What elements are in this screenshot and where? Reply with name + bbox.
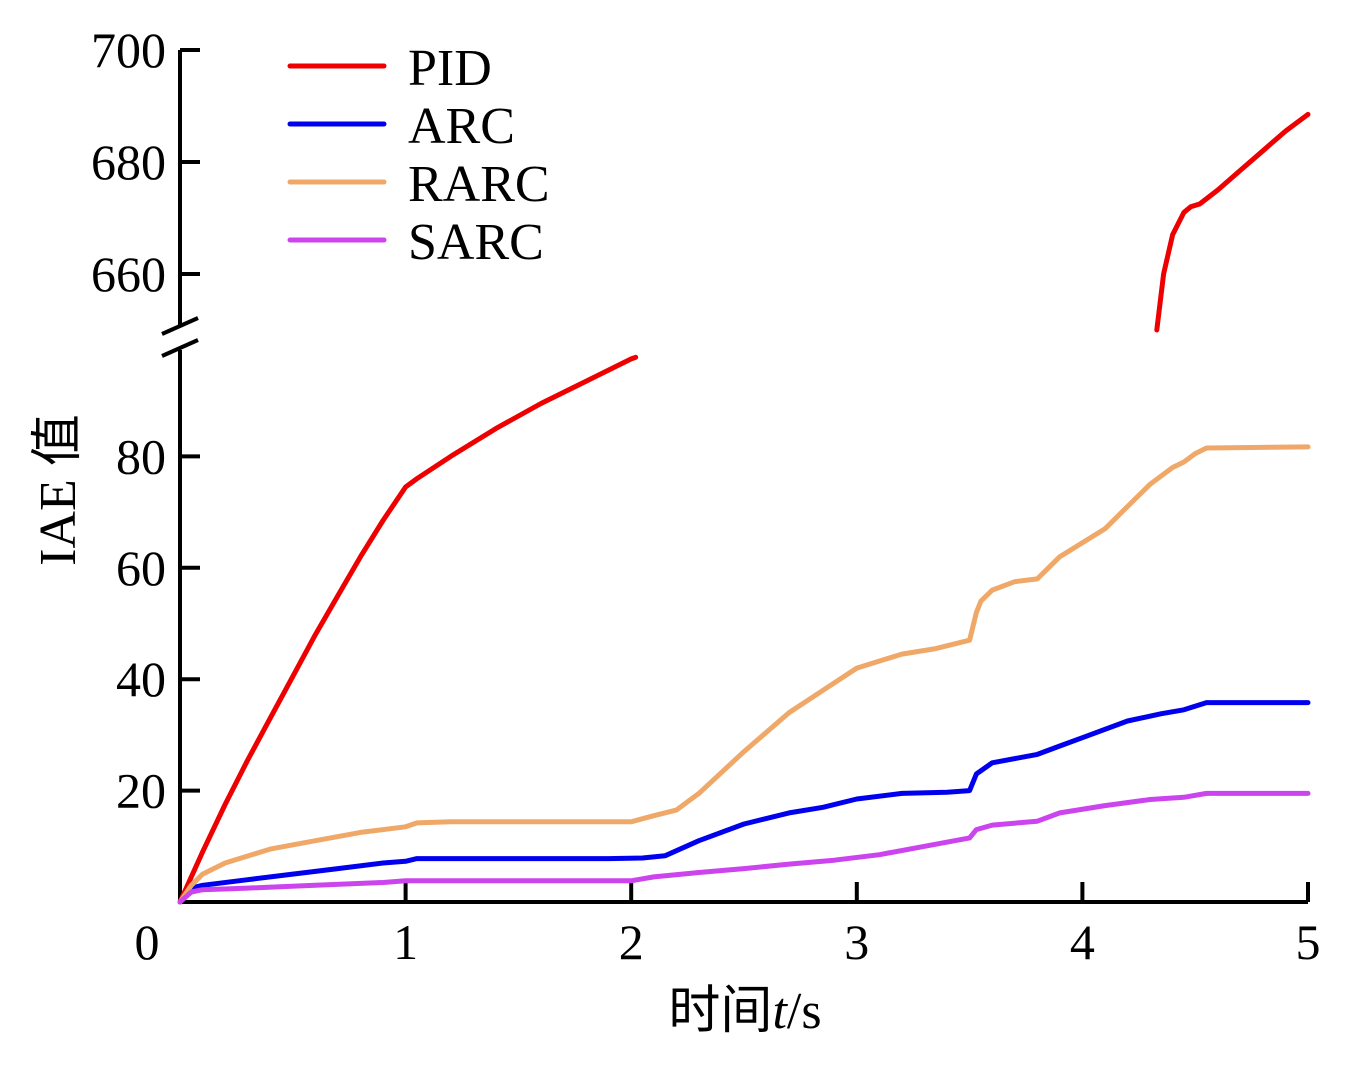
y-tick-label: 60 xyxy=(116,540,166,596)
axis-break-mark-lower xyxy=(161,338,199,358)
x-axis-title-var: t xyxy=(772,983,788,1040)
y-tick-label: 20 xyxy=(116,763,166,819)
series-layer xyxy=(177,111,1311,905)
series-line-rarc xyxy=(177,444,1311,905)
series-line-sarc xyxy=(177,790,1311,905)
y-tick-label: 40 xyxy=(116,651,166,707)
x-tick-label: 4 xyxy=(1070,914,1095,970)
x-tick-label: 3 xyxy=(844,914,869,970)
y-tick-label: 660 xyxy=(91,246,166,302)
legend-label-rarc: RARC xyxy=(408,156,550,213)
y-tick-label: 680 xyxy=(91,134,166,190)
x-axis-title: 时间t/s xyxy=(668,983,821,1040)
x-tick-label: 2 xyxy=(619,914,644,970)
axes xyxy=(161,48,1310,904)
series-line-pid xyxy=(177,354,639,905)
labels: 0 1 2 3 4 5 20 40 60 80 660 680 700 时间t/s IAE 值 xyxy=(30,22,1321,1040)
legend-label-pid: PID xyxy=(408,40,492,97)
y-tick-label: 80 xyxy=(116,428,166,484)
x-tick-label: 0 xyxy=(135,914,160,970)
axis-break-mark-upper xyxy=(161,316,199,336)
series-line-pid xyxy=(1154,111,1311,333)
y-tick-label: 700 xyxy=(91,22,166,78)
y-axis-title: IAE 值 xyxy=(30,414,87,566)
x-tick-label: 5 xyxy=(1296,914,1321,970)
series-line-arc xyxy=(177,700,1311,905)
x-axis-title-suffix: /s xyxy=(787,983,822,1040)
legend-label-sarc: SARC xyxy=(408,214,544,271)
x-axis-title-prefix: 时间 xyxy=(668,983,772,1040)
x-tick-label: 1 xyxy=(393,914,418,970)
legend-label-arc: ARC xyxy=(408,98,515,155)
